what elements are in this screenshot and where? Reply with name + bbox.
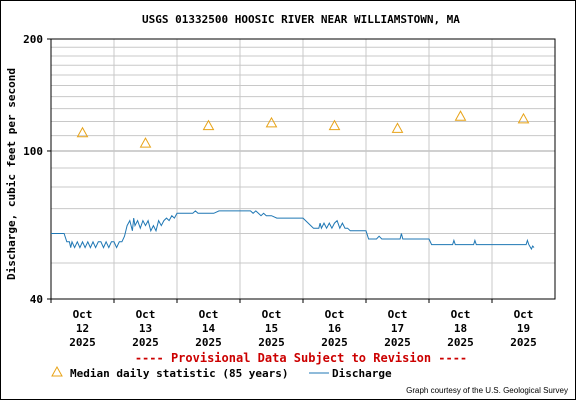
x-tick-label: 12 bbox=[76, 322, 89, 335]
median-marker bbox=[328, 119, 341, 131]
legend-median-label: Median daily statistic (85 years) bbox=[70, 367, 289, 380]
x-tick-label: 13 bbox=[139, 322, 152, 335]
legend-median-marker bbox=[51, 365, 63, 377]
x-tick-label: 17 bbox=[391, 322, 404, 335]
x-tick-label: Oct bbox=[136, 308, 156, 321]
x-tick-label: Oct bbox=[199, 308, 219, 321]
x-tick-label: 2025 bbox=[510, 336, 537, 349]
y-tick-label: 200 bbox=[23, 33, 43, 46]
x-tick-label: 2025 bbox=[132, 336, 159, 349]
x-tick-label: 19 bbox=[517, 322, 530, 335]
median-marker bbox=[76, 126, 89, 138]
x-tick-label: Oct bbox=[388, 308, 408, 321]
chart-title: USGS 01332500 HOOSIC RIVER NEAR WILLIAMS… bbox=[142, 13, 460, 26]
x-tick-label: Oct bbox=[262, 308, 282, 321]
x-tick-label: 2025 bbox=[195, 336, 222, 349]
y-axis-ticks: 200 100 40 bbox=[23, 33, 51, 306]
x-tick-label: 15 bbox=[265, 322, 278, 335]
median-marker bbox=[265, 116, 278, 128]
median-marker bbox=[454, 110, 467, 121]
series bbox=[51, 110, 535, 251]
y-tick-label: 40 bbox=[30, 293, 43, 306]
x-tick-label: Oct bbox=[325, 308, 345, 321]
y-axis-label: Discharge, cubic feet per second bbox=[5, 68, 18, 280]
discharge-line bbox=[51, 210, 535, 251]
x-tick-label: 2025 bbox=[69, 336, 96, 349]
grid bbox=[51, 39, 555, 299]
x-axis-ticks: Oct122025Oct132025Oct142025Oct152025Oct1… bbox=[50, 299, 537, 349]
x-tick-label: Oct bbox=[514, 308, 534, 321]
legend-discharge-label: Discharge bbox=[332, 367, 392, 380]
median-marker bbox=[517, 112, 530, 124]
x-tick-label: Oct bbox=[73, 308, 93, 321]
x-tick-label: 2025 bbox=[447, 336, 474, 349]
x-tick-label: 2025 bbox=[258, 336, 285, 349]
median-marker bbox=[202, 119, 215, 131]
x-tick-label: 14 bbox=[202, 322, 216, 335]
credit-text: Graph courtesy of the U.S. Geological Su… bbox=[406, 386, 568, 395]
y-tick-label: 100 bbox=[23, 145, 43, 158]
x-tick-label: Oct bbox=[451, 308, 471, 321]
x-tick-label: 2025 bbox=[384, 336, 411, 349]
x-tick-label: 18 bbox=[454, 322, 467, 335]
median-marker bbox=[139, 137, 152, 148]
x-tick-label: 2025 bbox=[321, 336, 348, 349]
provisional-note: ---- Provisional Data Subject to Revisio… bbox=[135, 351, 467, 365]
median-marker bbox=[391, 122, 404, 133]
legend: Median daily statistic (85 years) Discha… bbox=[51, 365, 392, 380]
x-tick-label: 16 bbox=[328, 322, 342, 335]
